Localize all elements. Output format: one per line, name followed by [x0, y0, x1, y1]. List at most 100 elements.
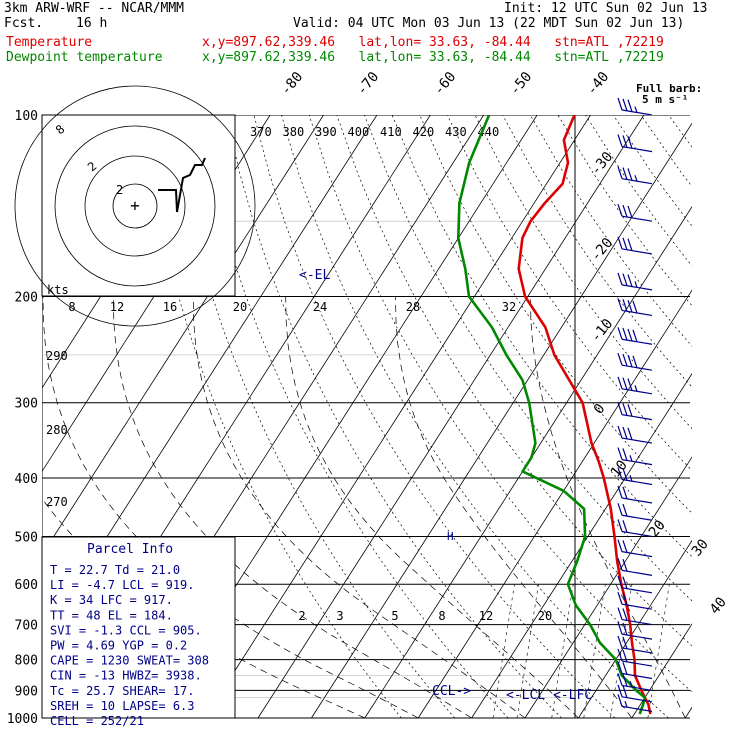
parcel-info-row: PW = 4.69 YGP = 0.2 [50, 639, 187, 653]
dry-adiabat [198, 115, 509, 719]
isotherm-line [417, 289, 692, 719]
dry-adiabat [142, 115, 402, 719]
wind-barb [617, 376, 653, 395]
isotherm-line [364, 206, 692, 719]
hodograph-center: + [130, 196, 140, 215]
wind-barb [617, 353, 653, 371]
height-marker: H [447, 530, 454, 543]
theta-label: 380 [283, 125, 305, 139]
moist-adiabat [530, 296, 686, 719]
hodograph-ring-label: 8 [68, 300, 75, 314]
wind-barb [617, 673, 653, 692]
theta-label: 390 [315, 125, 337, 139]
dry-adiabat [281, 115, 669, 719]
lcl-lfc-marker: <-LCL <-LFC [506, 688, 592, 703]
dewpoint-temperature-profile [457, 115, 647, 715]
moist-adiabat [285, 296, 579, 719]
parcel-info-row: K = 34 LFC = 917. [50, 593, 173, 607]
hodograph-ring [84, 155, 186, 257]
dry-adiabat [308, 115, 692, 693]
isotherm-label: -80 [278, 69, 307, 99]
hodograph-units: kts [47, 283, 69, 297]
theta-label: 400 [348, 125, 370, 139]
mixing-ratio-line [583, 584, 606, 719]
theta-e-label: 270 [46, 495, 68, 509]
parcel-info-frame [41, 536, 236, 719]
moist-adiabat [192, 296, 526, 719]
wind-barb [617, 327, 653, 345]
pressure-tick-label: 400 [15, 472, 38, 487]
dry-adiabat [170, 115, 456, 719]
pressure-tick-label: 800 [15, 654, 38, 669]
wind-barb [617, 684, 653, 703]
mixing-ratio-label: 20 [538, 609, 552, 623]
isotherm-line [311, 122, 692, 719]
isotherm-line [524, 456, 692, 719]
pressure-tick-label: 100 [15, 109, 38, 124]
hodograph-ring-label: 16 [163, 300, 177, 314]
isotherm-label: -20 [588, 235, 617, 265]
parcel-info-row: CELL = 252/21 [50, 714, 144, 728]
dry-adiabat [668, 115, 692, 148]
wind-barb [617, 621, 653, 640]
mixing-ratio-label: 3 [336, 609, 343, 623]
wind-barb [617, 661, 653, 680]
dewpoint-series-name: Dewpoint temperature [6, 50, 163, 65]
hodograph-ring-label: 32 [502, 300, 516, 314]
wind-barb [617, 694, 653, 712]
wind-barbs: Full barb:5 m s⁻¹ [617, 82, 702, 712]
theta-e-label: 280 [46, 423, 68, 437]
isotherm-label: -70 [354, 69, 383, 99]
dry-adiabat [474, 115, 692, 430]
wind-units: 5 m s⁻¹ [642, 93, 688, 106]
isotherm-label: -10 [588, 316, 617, 346]
wind-barb [617, 134, 653, 153]
isotherm-label: 0 [591, 401, 609, 418]
isotherm-label: -60 [431, 69, 460, 99]
isotherm-label: -30 [588, 149, 617, 179]
wind-barb [617, 236, 653, 255]
sounding-series [457, 115, 652, 715]
wind-barb [617, 402, 653, 421]
mixing-ratio-line [516, 584, 539, 719]
wind-barb [617, 166, 653, 185]
pressure-tick-label: 200 [15, 291, 38, 306]
parcel-info-row: TT = 48 EL = 184. [50, 608, 173, 622]
mixing-ratio-label: 5 [391, 609, 398, 623]
isotherm-line [42, 115, 324, 556]
wind-barb [617, 503, 653, 521]
wind-barb [617, 558, 653, 576]
hodograph-trace [158, 157, 206, 213]
hodograph-ring [112, 183, 158, 229]
forecast-label: Fcst. [4, 16, 44, 31]
dry-adiabat [253, 115, 616, 719]
dry-adiabat [502, 115, 692, 388]
forecast-hour: 16 h [76, 16, 108, 31]
parcel-info-row: SVI = -1.3 CCL = 905. [50, 623, 202, 637]
theta-label: 410 [380, 125, 402, 139]
wind-barb [617, 485, 653, 504]
mixing-ratio-label: 2 [298, 609, 305, 623]
moist-adiabat [395, 296, 633, 719]
dry-adiabat [696, 115, 740, 718]
mixing-ratio-line [647, 584, 670, 719]
dry-adiabat [336, 115, 692, 647]
isotherm-line [204, 115, 591, 719]
pressure-tick-label: 700 [15, 619, 38, 634]
wind-barb [617, 575, 653, 594]
isotherm-label: 20 [646, 517, 669, 540]
parcel-info-row: Tc = 25.7 SHEAR= 17. [50, 684, 195, 698]
hodograph-ring-label: 12 [110, 300, 124, 314]
wind-barb [617, 97, 653, 116]
ccl-marker: CCL-> [432, 684, 471, 699]
mixing-ratio-label: 8 [438, 609, 445, 623]
wind-barb [617, 467, 653, 486]
wind-barb [617, 425, 653, 444]
parcel-info-row: T = 22.7 Td = 21.0 [50, 563, 180, 577]
isotherm-label: -50 [507, 69, 536, 99]
wind-barb [617, 203, 653, 222]
dry-adiabat [419, 115, 692, 514]
